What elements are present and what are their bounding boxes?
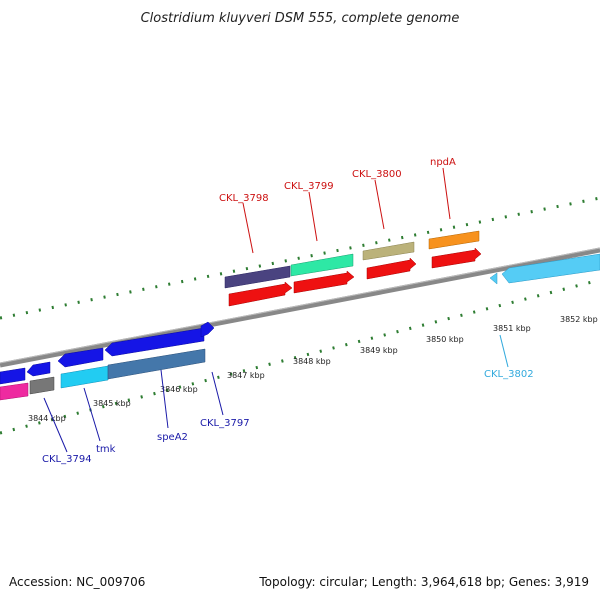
- genome-summary-label: Topology: circular; Length: 3,964,618 bp…: [258, 575, 589, 589]
- cds-arrow-left-edge[interactable]: [0, 367, 26, 385]
- tick-label-3844: 3844 kbp: [28, 414, 66, 423]
- gene-ckl-3802[interactable]: [489, 272, 498, 285]
- leader-line-ckl-3799: [308, 191, 318, 242]
- gene-ckl-3802-body[interactable]: [501, 253, 600, 284]
- leader-line-ckl-3802: [499, 334, 509, 368]
- cds-arrow-ckl-3794[interactable]: [26, 361, 51, 377]
- gene-label-tmk[interactable]: tmk: [96, 444, 116, 455]
- leader-line-spea2: [160, 369, 169, 429]
- outer-tick-track: [0, 196, 600, 320]
- tick-label-3849: 3849 kbp: [360, 346, 398, 355]
- tick-label-3851: 3851 kbp: [493, 324, 531, 333]
- gene-label-ckl-3802[interactable]: CKL_3802: [484, 369, 534, 380]
- gene-label-ckl-3798[interactable]: CKL_3798: [219, 193, 269, 204]
- cds-arrow-ckl-3800[interactable]: [366, 257, 417, 280]
- gene-label-ckl-3797[interactable]: CKL_3797: [200, 418, 250, 429]
- inner-tick-track: [0, 278, 600, 435]
- leader-line-tmk: [83, 387, 101, 442]
- cds-arrow-ckl-3797[interactable]: [200, 321, 215, 338]
- gene-ckl-3799[interactable]: [290, 253, 354, 277]
- gene-ckl-3800[interactable]: [362, 241, 415, 261]
- gene-label-ckl-3799[interactable]: CKL_3799: [284, 181, 334, 192]
- tick-label-3847: 3847 kbp: [227, 371, 265, 380]
- cds-arrow-tmk[interactable]: [57, 347, 104, 368]
- tick-label-3845: 3845 kbp: [93, 399, 131, 408]
- gene-label-spea2[interactable]: speA2: [157, 432, 188, 443]
- accession-label: Accession: NC_009706: [9, 575, 145, 589]
- leader-line-ckl-3797: [211, 371, 224, 416]
- gene-ckl-3794[interactable]: [29, 376, 55, 395]
- genome-backbone: [0, 247, 600, 368]
- gene-label-ckl-3794[interactable]: CKL_3794: [42, 454, 92, 465]
- gene-npda[interactable]: [428, 230, 480, 250]
- map-title: Clostridium kluyveri DSM 555, complete g…: [141, 11, 460, 26]
- tick-label-3846: 3846 kbp: [160, 385, 198, 394]
- tick-label-3848: 3848 kbp: [293, 357, 331, 366]
- gene-ckl-3798[interactable]: [224, 265, 291, 289]
- cds-arrow-ckl-3799[interactable]: [293, 270, 355, 294]
- leader-line-ckl-3800: [374, 179, 385, 230]
- tick-label-3852: 3852 kbp: [560, 315, 598, 324]
- gene-label-ckl-3800[interactable]: CKL_3800: [352, 169, 402, 180]
- gene-left-edge-magenta[interactable]: [0, 382, 29, 401]
- leader-line-npda: [442, 167, 451, 220]
- cds-arrow-ckl-3798[interactable]: [228, 281, 293, 307]
- tick-label-3850: 3850 kbp: [426, 335, 464, 344]
- leader-line-ckl-3794: [43, 397, 68, 453]
- gene-tmk[interactable]: [60, 365, 109, 389]
- leader-line-ckl-3798: [242, 202, 254, 254]
- gene-label-npda[interactable]: npdA: [430, 157, 456, 168]
- gene-spea2[interactable]: [107, 348, 206, 380]
- cds-arrow-npda[interactable]: [431, 247, 482, 269]
